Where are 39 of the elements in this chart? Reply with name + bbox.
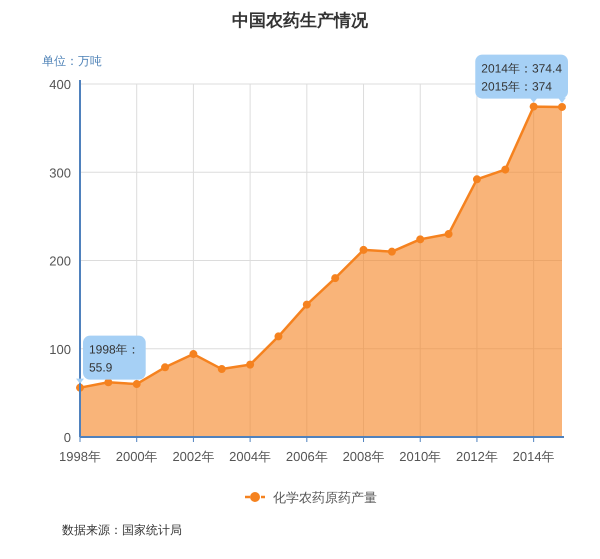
x-tick-label: 2006年 [286,449,328,464]
tooltip: 2014年：374.4 2015年：374 [475,54,568,103]
y-tick-label: 100 [49,342,71,357]
point [501,166,510,174]
x-tick-label: 2008年 [342,449,384,464]
annotation: 2014年：374.4 [481,62,562,76]
point [302,300,311,309]
point [246,360,254,369]
y-tick-label: 300 [49,165,71,180]
point [444,230,453,238]
point [472,175,481,184]
chart-title: 中国农药生产情况 [232,11,369,30]
annotation: 1998年：55.9 [89,342,140,375]
point [530,102,538,111]
x-tick-label: 2004年 [229,449,272,464]
point [161,363,170,372]
point [189,350,198,358]
point [218,365,226,374]
y-axis-title: 单位：万吨 [42,54,102,68]
point [388,248,396,256]
x-tick-label: 2002年 [172,449,214,464]
x-tick-label: 2012年 [456,449,498,464]
point [360,246,368,254]
point [274,332,282,340]
point [132,380,141,388]
y-tick-label: 200 [49,254,71,268]
y-tick-label: 0 [64,430,71,445]
tooltip: 1998年：55.9 [76,336,146,384]
y-tick-label: 400 [49,77,71,92]
point [416,235,424,244]
point [331,274,340,282]
x-tick-label: 2014年 [512,449,555,464]
point [558,102,566,111]
source-note: 数据来源：国家统计局 [62,523,182,537]
annotation: 2015年：374 [481,80,552,94]
x-tick-label: 1998年 [59,449,101,464]
x-tick-label: 2010年 [399,449,442,464]
legend-label: 化学农药原药产量 [273,490,377,505]
x-tick-label: 2000年 [116,449,158,464]
